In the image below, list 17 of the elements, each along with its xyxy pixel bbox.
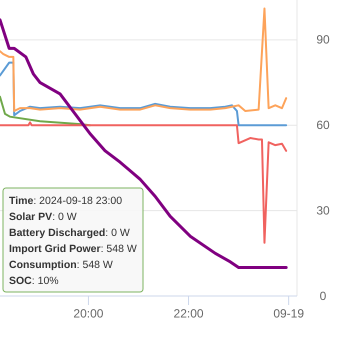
x-tick-label: 20:00 (73, 306, 104, 321)
line-series (0, 8, 288, 112)
x-tick-label: 22:00 (174, 306, 204, 321)
y-tick-label: 60 (316, 118, 330, 132)
line-series (0, 121, 288, 244)
annotation: Import Grid Power: 548 W (9, 243, 137, 255)
y-tick-label: 30 (316, 203, 330, 218)
annotation: SOC: 10% (9, 275, 59, 287)
y-tick-label: 90 (316, 32, 330, 47)
annotation: Time: 2024-09-18 23:00 (9, 195, 122, 207)
annotation: Battery Discharged: 0 W (9, 227, 130, 239)
x-tick-label: 09-19 (273, 306, 304, 321)
line-series (0, 62, 288, 126)
annotation: Consumption: 548 W (9, 259, 113, 271)
line-series (0, 18, 288, 270)
y-tick-label: 0 (320, 288, 327, 303)
annotation: Solar PV: 0 W (9, 211, 77, 223)
